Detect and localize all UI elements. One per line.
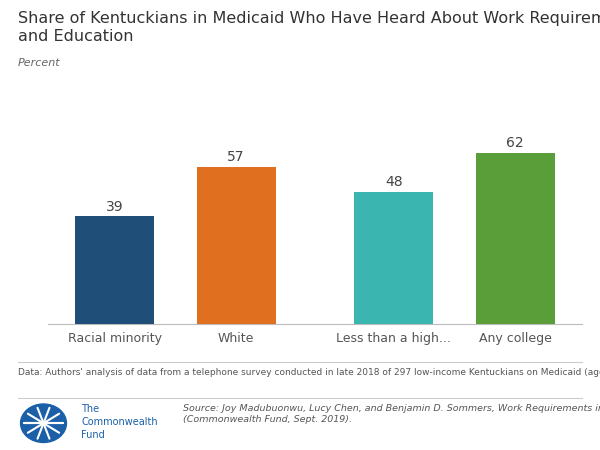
Bar: [76, 216, 154, 324]
Text: Source: Joy Madubuonwu, Lucy Chen, and Benjamin D. Sommers, Work Requirements in: Source: Joy Madubuonwu, Lucy Chen, and B…: [183, 404, 600, 424]
Text: Percent: Percent: [18, 58, 61, 68]
Text: 39: 39: [106, 200, 124, 214]
Circle shape: [20, 404, 67, 442]
Text: and Education: and Education: [18, 29, 133, 44]
Bar: [476, 153, 554, 324]
Text: The
Commonwealth
Fund: The Commonwealth Fund: [81, 404, 158, 440]
Text: 57: 57: [227, 150, 245, 164]
Bar: [197, 166, 275, 324]
Bar: [355, 192, 433, 324]
Text: Share of Kentuckians in Medicaid Who Have Heard About Work Requirements, by Race: Share of Kentuckians in Medicaid Who Hav…: [18, 11, 600, 26]
Text: Data: Authors' analysis of data from a telephone survey conducted in late 2018 o: Data: Authors' analysis of data from a t…: [18, 368, 600, 377]
Text: 62: 62: [506, 136, 524, 150]
Text: 48: 48: [385, 175, 403, 189]
